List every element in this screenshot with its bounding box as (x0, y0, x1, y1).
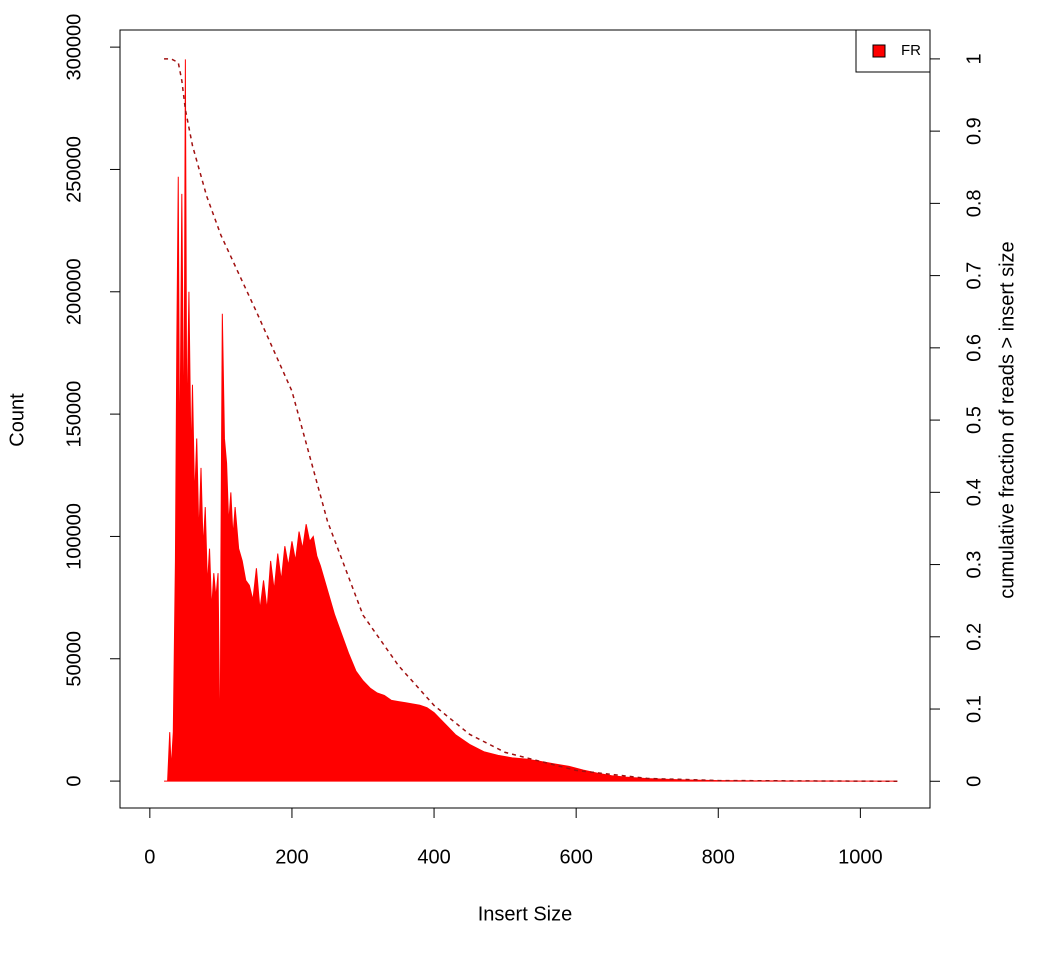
x-tick-label: 600 (559, 846, 592, 868)
legend-box (855, 29, 931, 73)
x-tick-label: 1000 (838, 846, 883, 868)
y2-tick-label: 0.9 (963, 117, 985, 145)
x-tick-label: 400 (417, 846, 450, 868)
y2-tick-label: 0.6 (963, 334, 985, 362)
histogram-area (164, 59, 898, 782)
y-axis-label: Count (6, 393, 28, 447)
y2-tick-label: 0.1 (963, 695, 985, 723)
x-tick-label: 200 (275, 846, 308, 868)
x-axis-label: Insert Size (478, 903, 572, 925)
y-tick-label: 300000 (63, 14, 85, 81)
y2-tick-label: 0.4 (963, 478, 985, 506)
y-tick-label: 200000 (63, 258, 85, 325)
y2-tick-label: 1 (963, 53, 985, 64)
y-tick-label: 100000 (63, 503, 85, 570)
x-tick-label: 800 (702, 846, 735, 868)
y2-tick-label: 0.7 (963, 262, 985, 290)
legend-swatch (872, 44, 886, 58)
y2-tick-label: 0.5 (963, 406, 985, 434)
legend-label: FR (901, 42, 921, 59)
y-tick-label: 250000 (63, 136, 85, 203)
cumulative-line (164, 58, 898, 783)
y2-axis-label: cumulative fraction of reads > insert si… (996, 241, 1018, 598)
y2-tick-label: 0 (963, 776, 985, 787)
y-tick-label: 150000 (63, 381, 85, 448)
y2-tick-label: 0.8 (963, 189, 985, 217)
y2-tick-label: 0.3 (963, 551, 985, 579)
y2-tick-label: 0.2 (963, 623, 985, 651)
y-tick-label: 0 (63, 776, 85, 787)
y-tick-label: 50000 (63, 631, 85, 687)
x-tick-label: 0 (144, 846, 155, 868)
